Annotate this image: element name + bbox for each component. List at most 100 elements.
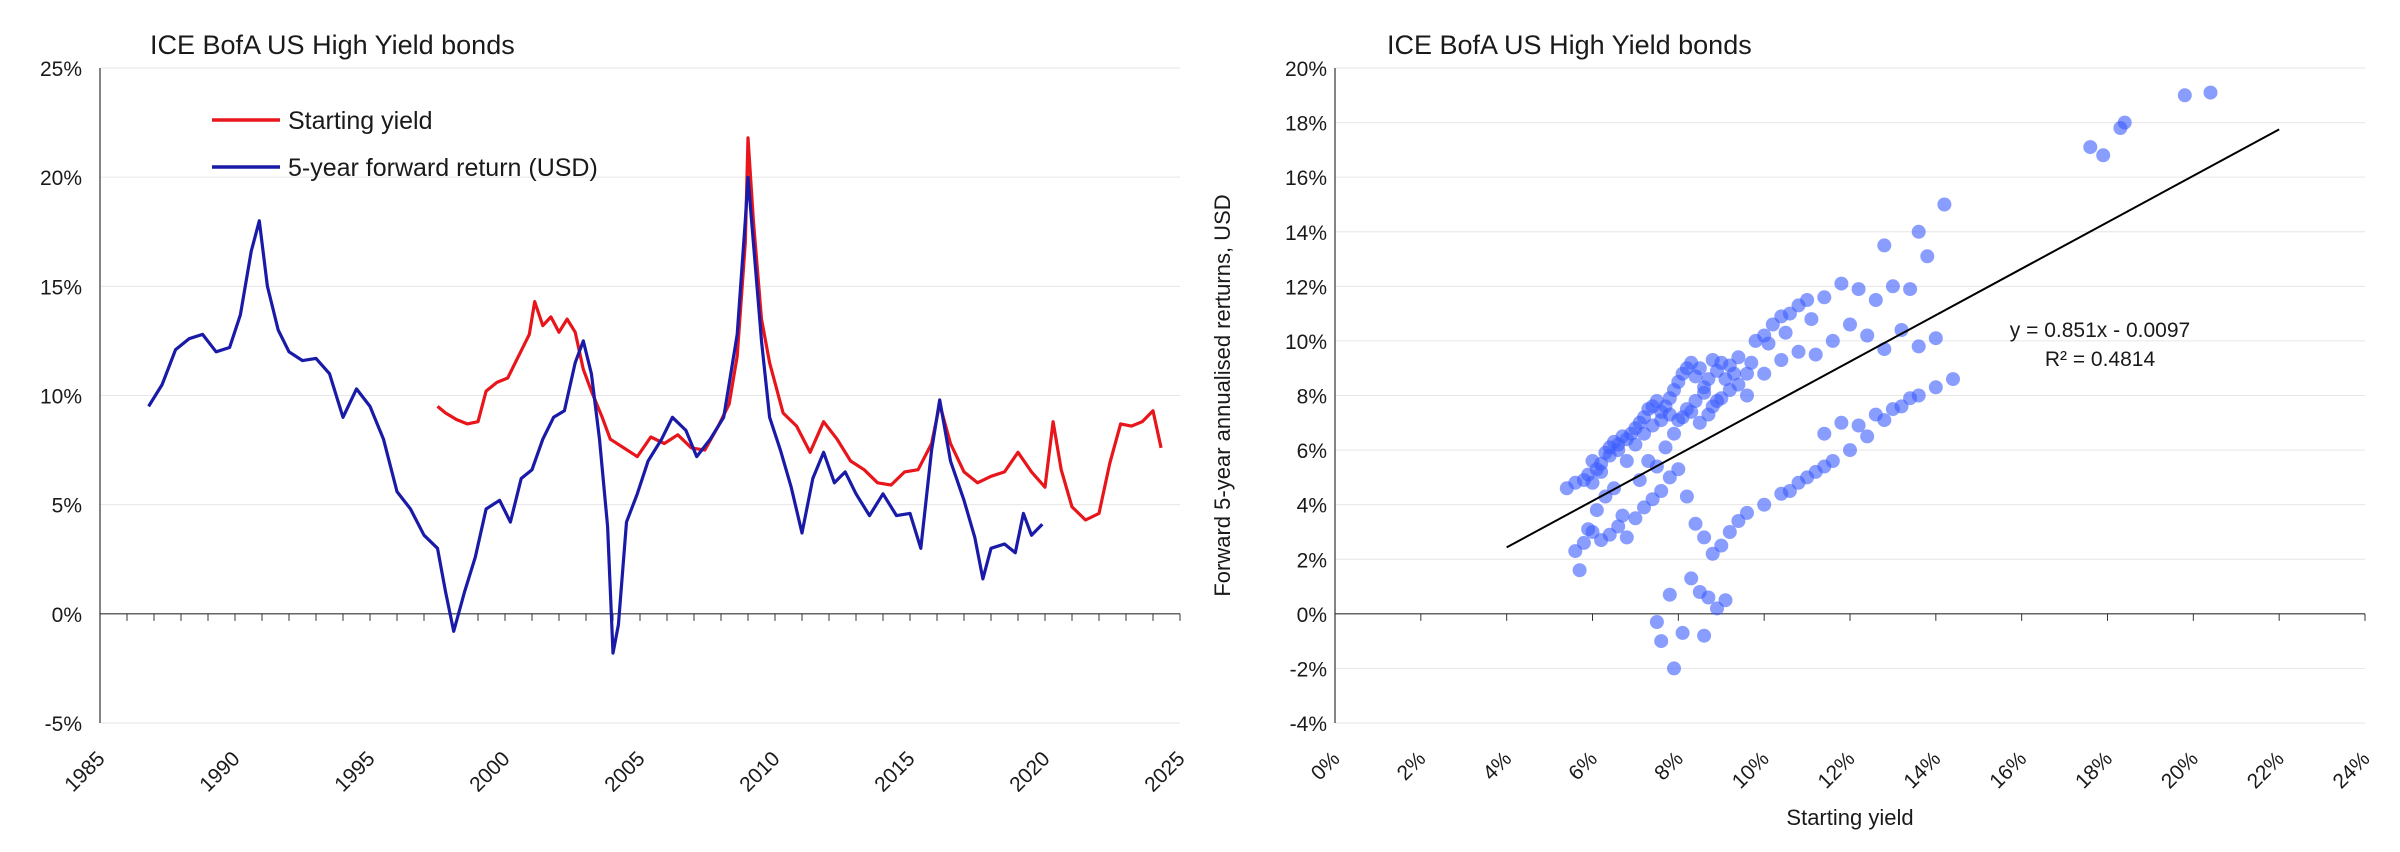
x-tick-label: 16% (1985, 747, 2031, 793)
scatter-point (1684, 404, 1699, 419)
scatter-point (1911, 224, 1926, 239)
starting-yield-line (436, 136, 1163, 522)
scatter-point (1619, 454, 1634, 468)
scatter-point (1843, 317, 1857, 332)
scatter-point (1808, 347, 1823, 362)
scatter-point (1615, 508, 1630, 523)
scatter-point (1860, 328, 1875, 343)
scatter-point (1611, 443, 1626, 458)
x-tick-label: 20% (2157, 747, 2203, 793)
scatter-point (1572, 563, 1587, 578)
scatter-point (2203, 85, 2218, 100)
scatter-point (1649, 615, 1664, 629)
scatter-point (1843, 443, 1857, 458)
scatter-point (1757, 366, 1772, 381)
scatter-chart-svg: -4% -2% 0% 2% 4% 6% 8% 10% 12% 14% 16% 18% 20% 0% 2% 4%… (1210, 58, 2375, 830)
line-chart-panel: ICE BofA US High Yield bonds -5% 0% 5% 10% 1… (40, 30, 1190, 797)
y-tick-label: 25% (40, 58, 82, 81)
scatter-point (1697, 530, 1712, 545)
y-tick-label: 18% (1285, 113, 1327, 136)
scatter-point (1576, 535, 1591, 550)
scatter-point (1667, 661, 1681, 676)
scatter-point (1628, 437, 1643, 452)
y-tick-label: 5% (52, 495, 82, 518)
x-tick-label: 24% (2329, 747, 2375, 793)
scatter-point (1684, 571, 1699, 586)
scatter-point (1757, 497, 1772, 512)
y-tick-label: 20% (1285, 58, 1327, 81)
scatter-point (1778, 325, 1793, 340)
x-tick-label: 2015 (870, 747, 919, 796)
scatter-point (1589, 503, 1604, 518)
x-tick-label: 1985 (60, 747, 109, 796)
scatter-point (1903, 282, 1918, 297)
scatter-point (1697, 628, 1712, 643)
y-tick-label: 16% (1285, 167, 1327, 190)
y-tick-label: 10% (1285, 331, 1327, 354)
x-tick-label: 2% (1393, 747, 1431, 785)
legend-starting-yield-label: Starting yield (288, 107, 433, 135)
x-tick-label: 2025 (1140, 747, 1189, 796)
scatter-point (1628, 511, 1643, 526)
scatter-point (1894, 323, 1909, 337)
x-tick-label: 2000 (465, 747, 514, 796)
scatter-point (1928, 331, 1943, 346)
x-tick-label: 14% (1899, 747, 1945, 793)
y-tick-label: 4% (1297, 495, 1327, 518)
scatter-point (1946, 372, 1960, 387)
scatter-point (1817, 426, 1832, 441)
y-tick-label: 8% (1297, 386, 1327, 409)
scatter-point (1744, 355, 1759, 370)
regression-equation: y = 0.851x - 0.0097 (2010, 319, 2190, 342)
x-tick-label: 1995 (330, 747, 379, 796)
scatter-chart-title: ICE BofA US High Yield bonds (1387, 30, 1752, 60)
scatter-point (1714, 538, 1729, 553)
x-tick-label: 18% (2071, 747, 2117, 793)
scatter-point (1928, 380, 1943, 395)
scatter-point (1585, 454, 1600, 468)
scatter-point (1800, 293, 1815, 307)
scatter-point (1868, 407, 1883, 422)
scatter-point (1688, 516, 1703, 531)
scatter-point (1718, 593, 1733, 608)
x-tick-label: 0% (1307, 747, 1345, 785)
x-tick-label: 12% (1814, 747, 1860, 793)
scatter-point (1804, 312, 1819, 327)
y-tick-label: 20% (40, 167, 82, 190)
y-tick-label: 0% (1297, 604, 1327, 627)
scatter-point (1722, 525, 1737, 539)
scatter-point (1701, 590, 1716, 605)
y-tick-label: 2% (1297, 549, 1327, 572)
trendline (1506, 128, 2280, 549)
x-tick-label: 1990 (195, 747, 244, 796)
scatter-point (1877, 342, 1892, 357)
scatter-point (1701, 407, 1716, 422)
scatter-point (1761, 336, 1776, 351)
forward-return-line (147, 175, 1044, 655)
scatter-point (1920, 249, 1935, 264)
line-chart-title: ICE BofA US High Yield bonds (150, 30, 515, 60)
y-tick-label: -5% (45, 713, 82, 736)
y-tick-label: -4% (1290, 713, 1327, 736)
y-tick-label: 15% (40, 276, 82, 299)
scatter-point (1825, 333, 1840, 348)
scatter-chart-panel: ICE BofA US High Yield bonds -4% -2% 0% 2% 4… (1200, 0, 2400, 852)
scatter-point (2083, 140, 2098, 155)
scatter-point (1868, 293, 1883, 307)
y-tick-label: -2% (1290, 658, 1327, 681)
scatter-point (1731, 350, 1746, 365)
scatter-point (1903, 391, 1918, 406)
scatter-point (1774, 353, 1789, 367)
scatter-point (1619, 530, 1634, 545)
scatter-point (1697, 385, 1712, 400)
scatter-point (1817, 459, 1832, 474)
scatter-point (1782, 484, 1797, 498)
scatter-point (1675, 625, 1690, 640)
scatter-point (2096, 148, 2111, 163)
x-tick-label: 4% (1478, 747, 1516, 785)
scatter-point (1594, 464, 1609, 479)
scatter-point (1731, 377, 1746, 392)
scatter-point (1692, 361, 1707, 376)
x-tick-label: 22% (2243, 747, 2289, 793)
scatter-point (2177, 88, 2192, 103)
